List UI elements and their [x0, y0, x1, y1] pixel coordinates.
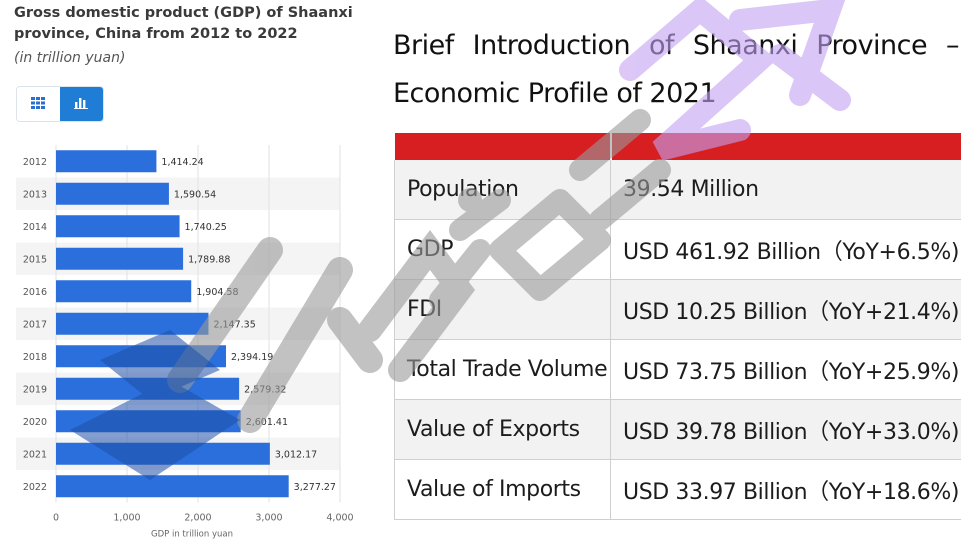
x-tick-label: 4,000: [326, 513, 353, 524]
gdp-bar-chart: 1,414.24 2012 1,590.54 2013 1,740.25 2014 1,78…: [16, 145, 354, 540]
table-row: Value of Exports USD 39.78 Billion（YoY+3…: [394, 399, 961, 460]
bar-2015: [56, 247, 184, 270]
data-label: 3,012.17: [275, 449, 317, 460]
row-value-trade-volume: USD 73.75 Billion（YoY+25.9%): [610, 339, 961, 400]
table-row: Total Trade Volume USD 73.75 Billion（YoY…: [394, 339, 961, 400]
data-label: 2,147.35: [213, 319, 255, 330]
table-header-row: [394, 133, 961, 160]
y-tick-label: 2022: [23, 482, 47, 493]
y-tick-label: 2019: [23, 384, 47, 395]
bar-2019: [56, 377, 240, 400]
row-label-gdp: GDP: [394, 219, 611, 280]
row-value-imports: USD 33.97 Billion（YoY+18.6%): [610, 459, 961, 520]
row-label-fdi: FDI: [394, 279, 611, 340]
row-value-gdp: USD 461.92 Billion（YoY+6.5%): [610, 219, 961, 280]
y-tick-label: 2021: [23, 449, 47, 460]
x-tick-label: 0: [53, 513, 59, 524]
table-row: FDI USD 10.25 Billion（YoY+21.4%): [394, 279, 961, 340]
grid-icon: [31, 97, 45, 109]
bar-2022: [56, 475, 289, 498]
data-label: 3,277.27: [294, 482, 336, 493]
x-tick-label: 1,000: [113, 513, 140, 524]
header-cell-value: [610, 133, 961, 160]
economic-profile-table: Population 39.54 Million GDP USD 461.92 …: [394, 133, 961, 520]
statista-chart-panel: Gross domestic product (GDP) of Shaanxi …: [0, 0, 370, 540]
chart-subtitle: (in trillion yuan): [14, 50, 126, 66]
table-row: Value of Imports USD 33.97 Billion（YoY+1…: [394, 459, 961, 520]
y-tick-label: 2013: [23, 189, 47, 200]
header-cell-label: [394, 133, 612, 160]
profile-title-line-2: Economic Profile of 2021: [393, 78, 717, 109]
data-label: 1,789.88: [188, 254, 230, 265]
x-tick-label: 2,000: [184, 513, 211, 524]
economic-profile-panel: Brief Introduction of Shaanxi Province –…: [370, 0, 961, 540]
bar-2021: [56, 442, 270, 465]
bar-2013: [56, 182, 169, 205]
row-label-exports: Value of Exports: [394, 399, 611, 460]
y-tick-label: 2020: [23, 417, 47, 428]
data-label: 1,740.25: [185, 222, 227, 233]
y-tick-label: 2018: [23, 352, 47, 363]
row-label-population: Population: [394, 160, 611, 220]
chart-view-button[interactable]: [60, 87, 103, 121]
bar-2016: [56, 280, 192, 303]
y-tick-label: 2014: [23, 222, 47, 233]
data-label: 2,601.41: [246, 417, 288, 428]
chart-title: Gross domestic product (GDP) of Shaanxi …: [14, 5, 353, 42]
bar-2020: [56, 410, 241, 433]
data-label: 2,579.32: [244, 384, 286, 395]
y-tick-label: 2012: [23, 157, 47, 168]
row-value-population: 39.54 Million: [610, 160, 961, 220]
profile-title: Brief Introduction of Shaanxi Province –…: [393, 22, 960, 118]
data-label: 1,414.24: [161, 157, 203, 168]
x-axis-label: GDP in trillion yuan: [151, 530, 233, 540]
table-row: Population 39.54 Million: [394, 160, 961, 220]
y-tick-label: 2016: [23, 287, 47, 298]
data-label: 2,394.19: [231, 352, 273, 363]
view-toggle: [16, 86, 104, 122]
y-tick-label: 2017: [23, 319, 47, 330]
y-tick-label: 2015: [23, 254, 47, 265]
x-tick-label: 3,000: [255, 513, 282, 524]
bar-2014: [56, 215, 180, 238]
data-label: 1,590.54: [174, 189, 216, 200]
row-label-trade-volume: Total Trade Volume: [394, 339, 611, 400]
bar-2017: [56, 312, 209, 335]
table-view-button[interactable]: [17, 87, 60, 121]
bar-2012: [56, 150, 157, 173]
table-row: GDP USD 461.92 Billion（YoY+6.5%): [394, 219, 961, 280]
row-label-imports: Value of Imports: [394, 459, 611, 520]
bar-chart-icon: [74, 98, 88, 109]
row-value-exports: USD 39.78 Billion（YoY+33.0%): [610, 399, 961, 460]
row-value-fdi: USD 10.25 Billion（YoY+21.4%): [610, 279, 961, 340]
bar-2018: [56, 345, 226, 368]
profile-title-line-1: Brief Introduction of Shaanxi Province –: [393, 30, 960, 61]
data-label: 1,904.58: [196, 287, 238, 298]
